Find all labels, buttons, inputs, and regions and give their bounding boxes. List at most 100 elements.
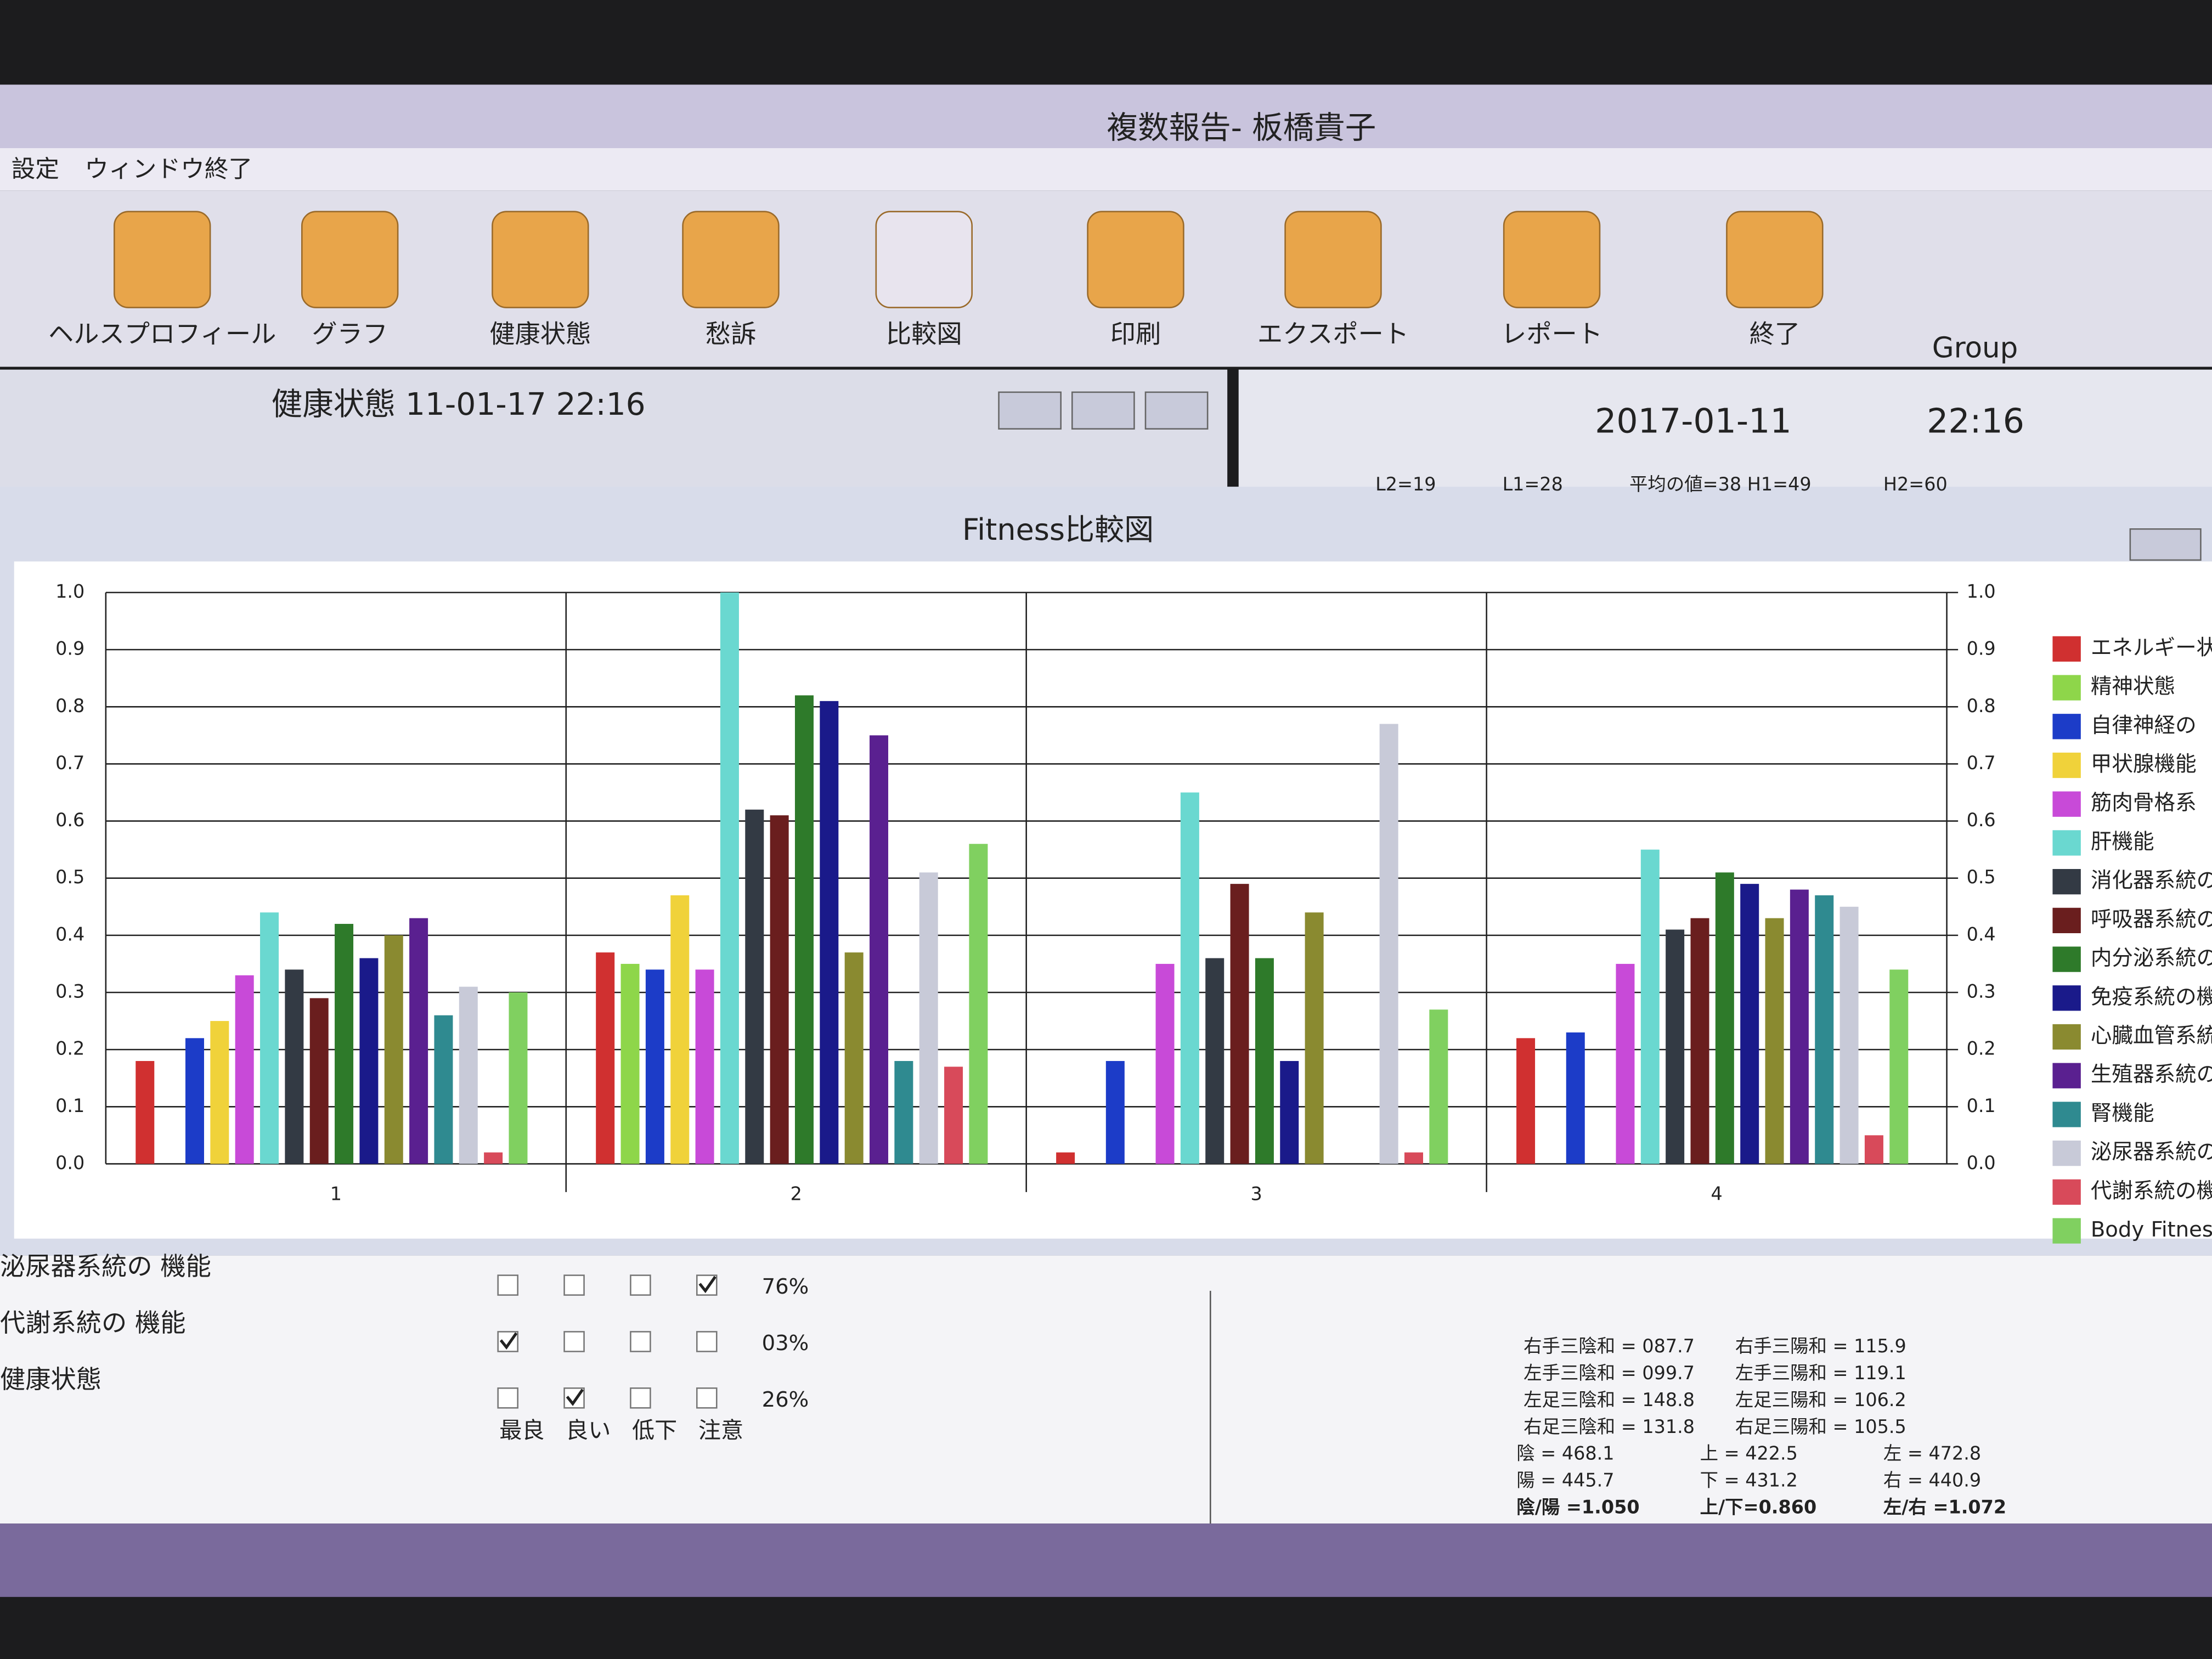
- bar: [720, 592, 739, 1164]
- bar: [1429, 1009, 1448, 1164]
- y2-tick-label: 0.1: [1967, 1095, 1996, 1116]
- bar: [1180, 792, 1199, 1164]
- bar: [1280, 1060, 1299, 1164]
- legend-swatch: [2052, 830, 2081, 856]
- legend-label: 消化器系統の: [2091, 868, 2212, 893]
- checkbox[interactable]: [497, 1387, 519, 1409]
- toolbar-icon[interactable]: [492, 211, 589, 308]
- y-tick-label: 0.2: [55, 1038, 84, 1059]
- checkbox[interactable]: [497, 1274, 519, 1296]
- toolbar-group[interactable]: Group: [1932, 332, 2018, 365]
- toolbar-label[interactable]: 比較図: [886, 319, 962, 349]
- checkbox[interactable]: [696, 1331, 718, 1352]
- bar: [1255, 958, 1274, 1164]
- bar: [185, 1038, 204, 1164]
- toolbar-icon[interactable]: [875, 211, 973, 308]
- toolbar-label[interactable]: 印刷: [1110, 319, 1161, 349]
- y-tick-label: 0.1: [55, 1095, 84, 1116]
- legend-swatch: [2052, 714, 2081, 740]
- stat: 右手三陽和 = 115.9: [1735, 1335, 1906, 1357]
- checkbox[interactable]: [563, 1274, 585, 1296]
- checkbox[interactable]: [696, 1387, 718, 1409]
- checkbox[interactable]: [563, 1331, 585, 1352]
- level-heading: 良い: [566, 1417, 611, 1443]
- panel-time: 22:16: [1927, 402, 2024, 441]
- chart-title: Fitness比較図: [962, 512, 1154, 547]
- bar: [1616, 963, 1635, 1164]
- bar: [695, 969, 714, 1164]
- bar: [1715, 872, 1734, 1164]
- toolbar-label[interactable]: 終了: [1750, 319, 1801, 349]
- checkbox[interactable]: [630, 1387, 651, 1409]
- stat: 左/右 =1.072: [1883, 1496, 2006, 1517]
- checkbox[interactable]: [630, 1331, 651, 1352]
- bar: [260, 912, 279, 1164]
- menu-item[interactable]: ウィンドウ: [84, 155, 205, 183]
- y-tick-label: 0.3: [55, 981, 84, 1002]
- bar: [1640, 849, 1660, 1164]
- bar: [1864, 1135, 1883, 1164]
- checkbox[interactable]: [630, 1274, 651, 1296]
- bar: [210, 1021, 229, 1164]
- minimize-button[interactable]: [998, 391, 1062, 430]
- maximize-button[interactable]: [1071, 391, 1135, 430]
- window-title: 複数報告- 板橋貴子: [1107, 110, 1376, 146]
- menu-item[interactable]: 終了: [205, 155, 252, 183]
- panel-title: 健康状態 11-01-17 22:16: [272, 386, 646, 422]
- stat: 上/下=0.860: [1700, 1496, 1817, 1517]
- bar: [620, 963, 640, 1164]
- bar: [1379, 724, 1398, 1164]
- toolbar-label[interactable]: 健康状態: [489, 319, 591, 349]
- toolbar-icon[interactable]: [1503, 211, 1601, 308]
- stat: 右手三陰和 = 087.7: [1523, 1335, 1695, 1357]
- legend-label: 甲状腺機能: [2091, 752, 2197, 777]
- toolbar-icon[interactable]: [301, 211, 399, 308]
- legend-label: 呼吸器系統の: [2091, 907, 2212, 932]
- toolbar-label[interactable]: レポート: [1501, 319, 1602, 349]
- y2-tick-label: 0.5: [1967, 866, 1996, 888]
- toolbar-label[interactable]: グラフ: [312, 319, 388, 349]
- bar: [1666, 929, 1685, 1164]
- toolbar-label[interactable]: ヘルスプロフィール: [48, 319, 276, 349]
- level-heading: 注意: [698, 1417, 743, 1443]
- toolbar-icon[interactable]: [1726, 211, 1824, 308]
- legend-swatch: [2052, 1179, 2081, 1205]
- y2-tick-label: 0.3: [1967, 981, 1996, 1002]
- bar: [484, 1152, 503, 1164]
- level-label: L2=19: [1375, 473, 1436, 495]
- bar: [384, 935, 403, 1164]
- x-tick-label: 4: [1711, 1183, 1722, 1205]
- toolbar-label[interactable]: エクスポート: [1257, 319, 1409, 349]
- stat: 陰/陽 =1.050: [1516, 1496, 1639, 1517]
- close-button[interactable]: [1144, 391, 1209, 430]
- right-panel: [1238, 369, 2212, 490]
- chart-minimize-button[interactable]: [2129, 528, 2202, 561]
- bar: [870, 735, 889, 1164]
- legend-label: 精神状態: [2091, 674, 2175, 699]
- bar: [645, 969, 664, 1164]
- bar: [1740, 884, 1759, 1164]
- stat: 左足三陽和 = 106.2: [1735, 1389, 1906, 1410]
- menu-item[interactable]: 設定: [12, 155, 59, 183]
- y-tick-label: 0.0: [55, 1152, 84, 1173]
- legend-swatch: [2052, 985, 2081, 1011]
- legend-label: 筋肉骨格系: [2091, 791, 2197, 815]
- legend-label: 腎機能: [2091, 1101, 2154, 1126]
- check-mark: [566, 1389, 584, 1406]
- legend-swatch: [2052, 1102, 2081, 1127]
- bar: [1815, 895, 1834, 1164]
- check-mark: [698, 1276, 716, 1294]
- legend-label: 生殖器系統の: [2091, 1062, 2212, 1087]
- toolbar-label[interactable]: 愁訴: [706, 319, 757, 349]
- bar: [1404, 1152, 1424, 1164]
- y2-tick-label: 0.4: [1967, 923, 1996, 945]
- legend-swatch: [2052, 869, 2081, 895]
- legend-swatch: [2052, 636, 2081, 662]
- toolbar-icon[interactable]: [114, 211, 211, 308]
- bar: [820, 701, 839, 1164]
- toolbar-icon[interactable]: [1284, 211, 1382, 308]
- toolbar-icon[interactable]: [682, 211, 780, 308]
- y2-tick-label: 0.6: [1967, 809, 1996, 831]
- toolbar-icon[interactable]: [1087, 211, 1184, 308]
